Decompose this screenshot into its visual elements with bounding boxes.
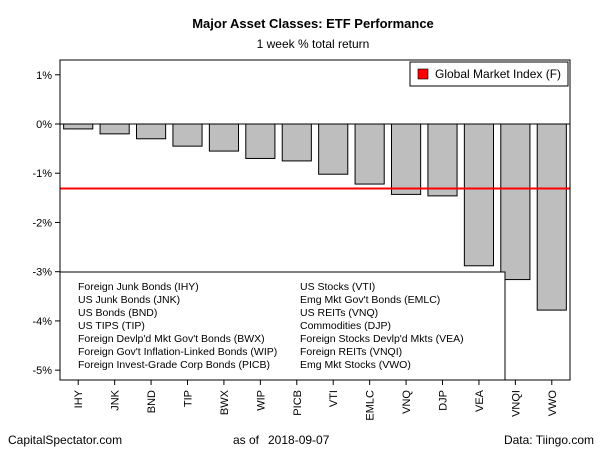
x-tick-label: TIP bbox=[183, 390, 195, 407]
x-tick-label: VEA bbox=[474, 389, 486, 412]
legend-box bbox=[409, 61, 569, 87]
bar-vwo bbox=[536, 123, 567, 311]
legend-label: Global Market Index (F) bbox=[435, 67, 561, 81]
x-tick-label: BND bbox=[146, 390, 158, 413]
ticker-key-entry: Foreign Stocks Devlp'd Mkts (VEA) bbox=[300, 333, 464, 345]
y-tick-label: -1% bbox=[32, 168, 52, 180]
legend-swatch bbox=[417, 68, 429, 80]
ticker-key-entry: Emg Mkt Gov't Bonds (EMLC) bbox=[300, 294, 440, 306]
x-tick-label: VNQ bbox=[401, 390, 413, 414]
ticker-key-entry: Foreign Junk Bonds (IHY) bbox=[78, 281, 199, 293]
x-tick-label: DJP bbox=[438, 390, 450, 411]
x-tick-label: WIP bbox=[255, 390, 267, 411]
bars-group bbox=[60, 123, 570, 311]
ticker-key-entry: Emg Mkt Stocks (VWO) bbox=[300, 359, 411, 371]
bar-vea bbox=[463, 123, 495, 267]
bar-vti bbox=[318, 123, 349, 175]
x-tick-label: IHY bbox=[73, 389, 85, 408]
bar-bwx bbox=[208, 123, 240, 152]
chart-subtitle: 1 week % total return bbox=[257, 37, 370, 51]
x-axis: IHY JNK BND TIP BWX WIP PICB VTI EMLC VNQ DJP VEA VN… bbox=[73, 380, 559, 421]
x-tick-label: VTI bbox=[328, 390, 340, 407]
footer-data-source: Data: Tiingo.com bbox=[504, 433, 594, 447]
y-tick-label: 1% bbox=[36, 70, 52, 82]
bar-emlc bbox=[354, 123, 385, 185]
y-tick-label: 0% bbox=[36, 119, 52, 131]
footer-as-of-label: as of bbox=[233, 433, 260, 447]
y-axis: 1% 0% -1% -2% -3% -4% -5% bbox=[32, 70, 60, 377]
bar-djp bbox=[427, 123, 458, 197]
chart-title: Major Asset Classes: ETF Performance bbox=[192, 16, 434, 31]
bar-vnqi bbox=[500, 123, 531, 281]
ticker-key-entry: US REITs (VNQ) bbox=[300, 307, 378, 319]
ticker-key-entry: US Stocks (VTI) bbox=[300, 281, 375, 293]
x-tick-label: EMLC bbox=[365, 390, 377, 421]
y-tick-label: -2% bbox=[32, 217, 52, 229]
bar-jnk bbox=[99, 123, 130, 135]
ticker-key-entry: US TIPS (TIP) bbox=[78, 320, 145, 332]
footer-date: 2018-09-07 bbox=[268, 433, 330, 447]
bar-bnd bbox=[136, 123, 167, 140]
ticker-key-entry: Foreign Devlp'd Mkt Gov't Bonds (BWX) bbox=[78, 333, 265, 345]
ticker-key-entry: Foreign REITs (VNQI) bbox=[300, 346, 402, 358]
ticker-key-entry: Foreign Gov't Inflation-Linked Bonds (WI… bbox=[78, 346, 277, 358]
bar-vnq bbox=[391, 123, 422, 195]
bar-tip bbox=[172, 123, 203, 147]
y-tick-label: -4% bbox=[32, 316, 52, 328]
footer-source: CapitalSpectator.com bbox=[8, 433, 122, 447]
ticker-key-entry: Commodities (DJP) bbox=[300, 320, 391, 332]
x-tick-label: PICB bbox=[292, 390, 304, 416]
ticker-key-entry: US Bonds (BND) bbox=[78, 307, 157, 319]
ticker-key-box: Foreign Junk Bonds (IHY) US Stocks (VTI) U… bbox=[59, 271, 506, 381]
y-tick-label: -3% bbox=[32, 267, 52, 279]
y-tick-label: -5% bbox=[32, 365, 52, 377]
bar-wip bbox=[245, 123, 276, 159]
x-tick-label: JNK bbox=[110, 389, 122, 410]
x-tick-label: BWX bbox=[219, 389, 231, 415]
bar-ihy bbox=[63, 123, 94, 130]
bar-picb bbox=[281, 123, 312, 162]
legend: Global Market Index (F) bbox=[409, 61, 569, 87]
x-tick-label: VNQI bbox=[510, 390, 522, 417]
ticker-key-entry: US Junk Bonds (JNK) bbox=[78, 294, 180, 306]
x-tick-label: VWO bbox=[547, 390, 559, 417]
ticker-key-entry: Foreign Invest-Grade Corp Bonds (PICB) bbox=[78, 359, 270, 371]
ticker-key-frame bbox=[59, 271, 506, 381]
